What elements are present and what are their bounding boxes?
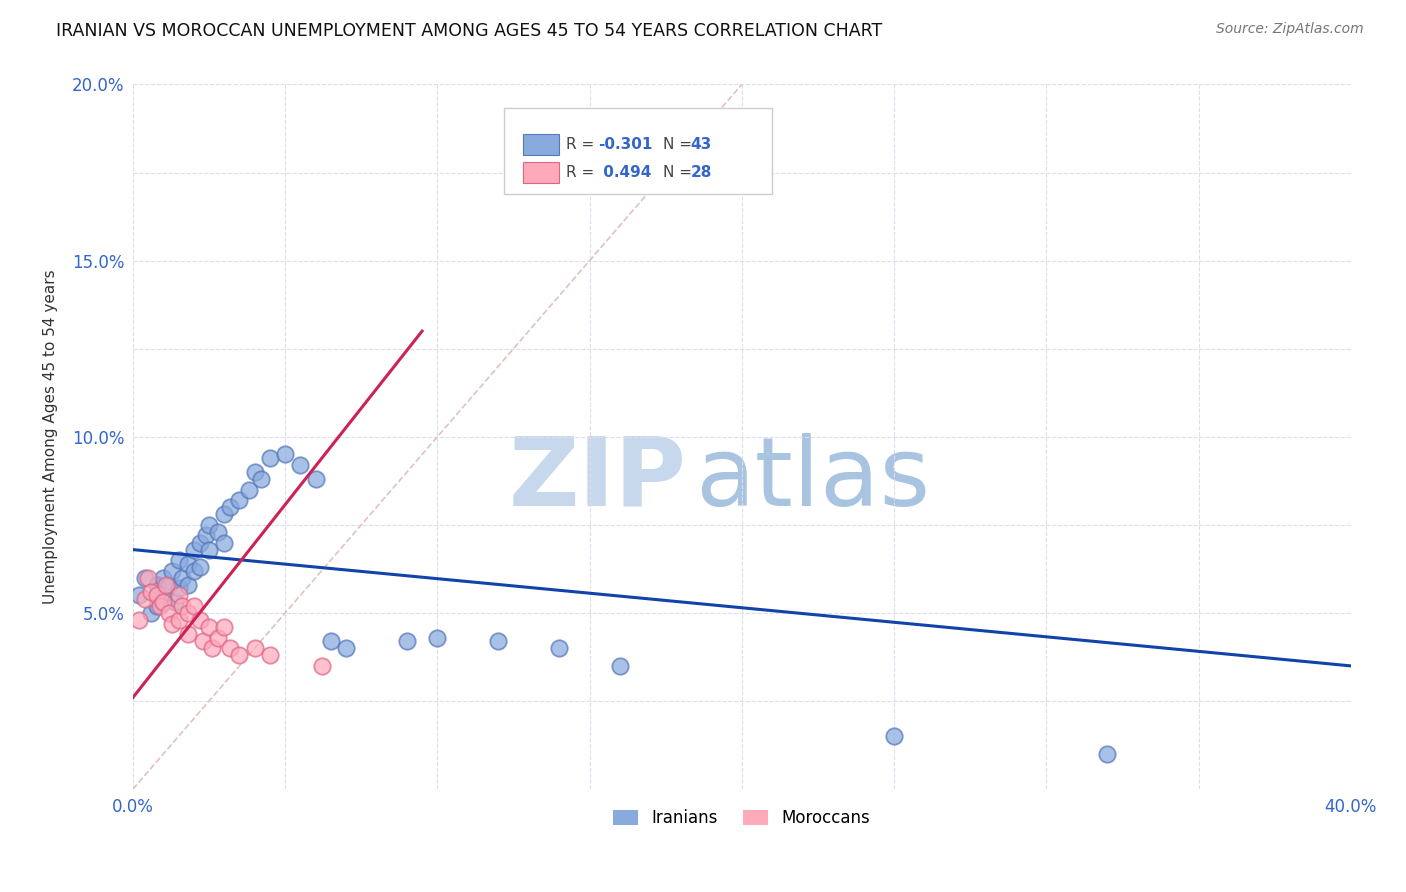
- Point: [426, 631, 449, 645]
- Point: [167, 582, 190, 596]
- Point: [176, 627, 198, 641]
- Point: [228, 493, 250, 508]
- Point: [274, 447, 297, 461]
- Point: [395, 634, 418, 648]
- Point: [165, 595, 187, 609]
- Point: [136, 571, 159, 585]
- Text: -0.301: -0.301: [598, 136, 652, 152]
- FancyBboxPatch shape: [523, 162, 560, 183]
- Point: [609, 659, 631, 673]
- Point: [162, 564, 184, 578]
- Point: [183, 564, 205, 578]
- Point: [176, 578, 198, 592]
- Point: [883, 730, 905, 744]
- Point: [198, 620, 221, 634]
- Point: [162, 616, 184, 631]
- FancyBboxPatch shape: [523, 134, 560, 155]
- Point: [128, 613, 150, 627]
- Text: N =: N =: [662, 136, 692, 152]
- Point: [1095, 747, 1118, 761]
- Text: Source: ZipAtlas.com: Source: ZipAtlas.com: [1216, 22, 1364, 37]
- Y-axis label: Unemployment Among Ages 45 to 54 years: Unemployment Among Ages 45 to 54 years: [44, 269, 58, 604]
- Point: [167, 613, 190, 627]
- Point: [194, 528, 217, 542]
- Point: [188, 535, 211, 549]
- Point: [134, 591, 156, 606]
- Point: [170, 571, 193, 585]
- Text: R =: R =: [567, 165, 595, 180]
- Point: [176, 606, 198, 620]
- Text: IRANIAN VS MOROCCAN UNEMPLOYMENT AMONG AGES 45 TO 54 YEARS CORRELATION CHART: IRANIAN VS MOROCCAN UNEMPLOYMENT AMONG A…: [56, 22, 883, 40]
- Point: [167, 553, 190, 567]
- Point: [311, 659, 333, 673]
- FancyBboxPatch shape: [505, 108, 772, 194]
- Point: [219, 641, 242, 656]
- Point: [335, 641, 357, 656]
- Point: [157, 578, 180, 592]
- Point: [139, 606, 162, 620]
- Point: [238, 483, 260, 497]
- Point: [207, 524, 229, 539]
- Text: 43: 43: [690, 136, 711, 152]
- Point: [259, 648, 281, 663]
- Point: [149, 599, 172, 613]
- Point: [139, 585, 162, 599]
- Point: [176, 557, 198, 571]
- Point: [228, 648, 250, 663]
- Legend: Iranians, Moroccans: Iranians, Moroccans: [607, 803, 877, 834]
- Point: [304, 472, 326, 486]
- Point: [155, 578, 177, 592]
- Point: [152, 571, 174, 585]
- Point: [170, 599, 193, 613]
- Point: [212, 620, 235, 634]
- Point: [198, 542, 221, 557]
- Point: [157, 606, 180, 620]
- Point: [146, 578, 169, 592]
- Point: [290, 458, 312, 472]
- Text: 28: 28: [690, 165, 711, 180]
- Point: [219, 500, 242, 515]
- Point: [191, 634, 214, 648]
- Point: [249, 472, 271, 486]
- Point: [207, 631, 229, 645]
- Point: [128, 588, 150, 602]
- Point: [152, 595, 174, 609]
- Point: [183, 542, 205, 557]
- Text: 0.494: 0.494: [598, 165, 651, 180]
- Point: [188, 613, 211, 627]
- Text: R =: R =: [567, 136, 595, 152]
- Point: [134, 571, 156, 585]
- Point: [146, 599, 169, 613]
- Point: [548, 641, 571, 656]
- Point: [212, 508, 235, 522]
- Point: [259, 450, 281, 465]
- Point: [183, 599, 205, 613]
- Point: [201, 641, 224, 656]
- Point: [188, 560, 211, 574]
- Point: [319, 634, 342, 648]
- Point: [198, 517, 221, 532]
- Point: [212, 535, 235, 549]
- Point: [243, 465, 266, 479]
- Text: ZIP: ZIP: [509, 433, 688, 525]
- Point: [486, 634, 509, 648]
- Point: [152, 588, 174, 602]
- Point: [146, 588, 169, 602]
- Text: N =: N =: [662, 165, 692, 180]
- Point: [243, 641, 266, 656]
- Text: atlas: atlas: [696, 433, 931, 525]
- Point: [167, 588, 190, 602]
